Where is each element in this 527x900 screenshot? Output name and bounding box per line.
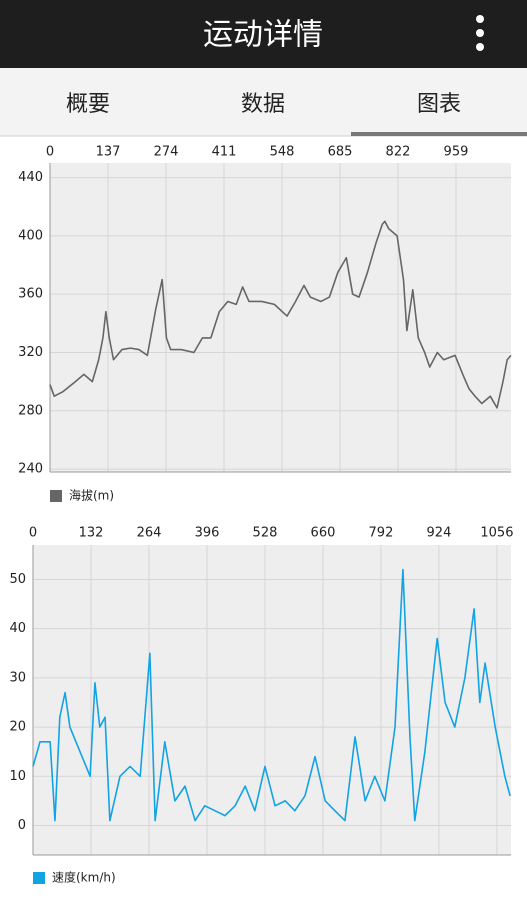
x-tick-label: 0 [29, 526, 37, 541]
menu-button[interactable] [476, 15, 484, 51]
data-line [49, 220, 512, 409]
y-tick-label: 400 [18, 228, 43, 243]
y-tick-label: 50 [9, 572, 26, 587]
data-line [32, 568, 511, 822]
y-tick-label: 240 [18, 462, 43, 477]
x-tick-label: 924 [427, 526, 452, 541]
y-tick-label: 30 [9, 670, 26, 685]
x-tick-label: 132 [79, 526, 104, 541]
tab-indicator [351, 132, 527, 136]
y-tick-label: 360 [18, 287, 43, 302]
menu-dot [476, 43, 484, 51]
x-tick-label: 0 [46, 145, 54, 160]
tab-bar [0, 68, 527, 136]
x-tick-label: 959 [444, 145, 469, 160]
x-tick-label: 137 [96, 145, 121, 160]
x-tick-label: 1056 [480, 526, 513, 541]
tab[interactable]: 图表 [417, 92, 461, 117]
x-tick-label: 411 [212, 145, 237, 160]
x-tick-label: 274 [154, 145, 179, 160]
y-tick-label: 440 [18, 170, 43, 185]
x-tick-label: 822 [386, 145, 411, 160]
x-tick-label: 264 [137, 526, 162, 541]
plot-area [33, 545, 511, 855]
x-tick-label: 396 [195, 526, 220, 541]
x-tick-label: 528 [253, 526, 278, 541]
y-tick-label: 10 [9, 769, 26, 784]
x-tick-label: 548 [270, 145, 295, 160]
y-tick-label: 280 [18, 403, 43, 418]
tab[interactable]: 数据 [241, 92, 285, 117]
legend-swatch [33, 872, 45, 884]
y-tick-label: 40 [9, 621, 26, 636]
y-tick-label: 0 [18, 818, 26, 833]
app-bar [0, 0, 527, 68]
legend-swatch [50, 490, 62, 502]
legend-label: 海拔(m) [69, 488, 114, 503]
y-tick-label: 20 [9, 720, 26, 735]
plot-area [50, 163, 511, 472]
y-tick-label: 320 [18, 345, 43, 360]
tab[interactable]: 概要 [66, 92, 110, 117]
menu-dot [476, 29, 484, 37]
legend-label: 速度(km/h) [52, 870, 116, 885]
x-tick-label: 685 [328, 145, 353, 160]
menu-dot [476, 15, 484, 23]
x-tick-label: 792 [369, 526, 394, 541]
x-tick-label: 660 [311, 526, 336, 541]
app-title: 运动详情 [203, 18, 323, 53]
